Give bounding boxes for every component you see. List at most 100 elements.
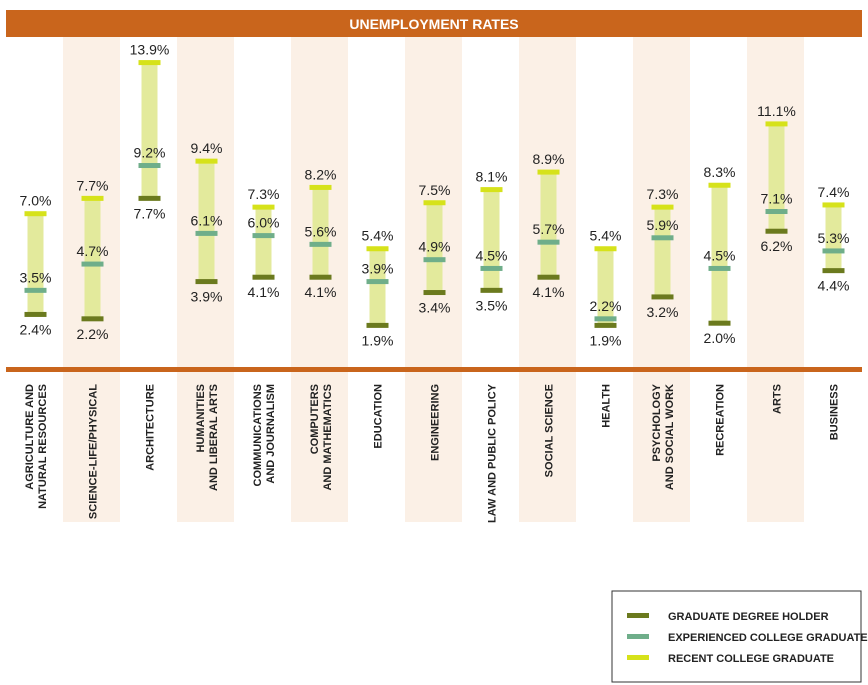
range-marks: 7.0% 3.5% 2.4% 7.7% 4.7% 2.2% 13.9% 9.2% 7.7% 9.4… <box>20 42 850 349</box>
legend-swatch <box>627 634 649 639</box>
column-stripe <box>177 372 234 522</box>
category-label: ARTS <box>772 384 784 414</box>
recent-graduate-label: 7.3% <box>647 186 679 202</box>
column-stripe <box>519 372 576 522</box>
column-stripe <box>291 372 348 522</box>
recent-graduate-label: 11.1% <box>757 103 796 119</box>
experienced-graduate-label: 3.9% <box>362 261 394 277</box>
recent-graduate-mark <box>309 184 332 190</box>
graduate-degree-label: 2.0% <box>704 330 736 346</box>
experienced-graduate-mark <box>309 241 332 247</box>
category-label: BUSINESS <box>829 384 841 440</box>
experienced-graduate-label: 3.5% <box>20 269 52 285</box>
experienced-graduate-mark <box>765 209 788 215</box>
recent-graduate-label: 7.0% <box>20 193 52 209</box>
experienced-graduate-label: 6.0% <box>248 215 280 231</box>
recent-graduate-mark <box>195 158 218 164</box>
graduate-degree-label: 2.4% <box>20 321 52 337</box>
recent-graduate-mark <box>423 200 446 206</box>
graduate-degree-mark <box>708 320 731 326</box>
range-bar <box>426 202 443 293</box>
category-label: HUMANITIES <box>195 384 207 452</box>
graduate-degree-label: 4.1% <box>533 284 565 300</box>
experienced-graduate-label: 4.5% <box>704 247 736 263</box>
category-label: SCIENCE-LIFE/PHYSICAL <box>88 384 100 519</box>
graduate-degree-mark <box>366 322 389 328</box>
graduate-degree-mark <box>252 274 275 280</box>
experienced-graduate-mark <box>252 233 275 239</box>
category-label: EDUCATION <box>373 384 385 449</box>
graduate-degree-mark <box>651 294 674 300</box>
graduate-degree-label: 4.1% <box>248 284 280 300</box>
graduate-degree-mark <box>537 274 560 280</box>
category-label: AND JOURNALISM <box>265 384 277 484</box>
legend-swatch <box>627 655 649 660</box>
column-stripe <box>633 37 690 367</box>
recent-graduate-mark <box>822 202 845 208</box>
graduate-degree-label: 3.4% <box>419 300 451 316</box>
category-label: COMMUNICATIONS <box>252 384 264 486</box>
category-label: NATURAL RESOURCES <box>37 384 49 509</box>
range-bar <box>255 207 272 278</box>
experienced-graduate-mark <box>24 287 47 293</box>
range-bar <box>369 248 386 326</box>
recent-graduate-label: 13.9% <box>130 42 170 58</box>
recent-graduate-label: 8.3% <box>704 164 736 180</box>
range-bar <box>27 213 44 315</box>
range-bar <box>312 187 329 278</box>
graduate-degree-label: 2.2% <box>77 326 109 342</box>
legend-box <box>611 590 862 683</box>
category-label: AGRICULTURE AND <box>24 384 36 490</box>
recent-graduate-label: 9.4% <box>191 140 223 156</box>
experienced-graduate-label: 4.7% <box>77 243 109 259</box>
range-bar <box>768 123 785 232</box>
graduate-degree-mark <box>480 287 503 293</box>
category-label: COMPUTERS <box>309 384 321 454</box>
graduate-degree-label: 7.7% <box>134 205 166 221</box>
graduate-degree-mark <box>423 290 446 296</box>
recent-graduate-mark <box>651 204 674 210</box>
legend: GRADUATE DEGREE HOLDER EXPERIENCED COLLEG… <box>611 590 868 683</box>
experienced-graduate-mark <box>480 265 503 271</box>
recent-graduate-mark <box>24 211 47 217</box>
recent-graduate-mark <box>594 246 617 252</box>
category-labels: AGRICULTURE AND NATURAL RESOURCES SCIENCE-… <box>24 383 841 523</box>
recent-graduate-label: 7.5% <box>419 182 451 198</box>
recent-graduate-mark <box>708 182 731 188</box>
graduate-degree-mark <box>24 311 47 317</box>
experienced-graduate-mark <box>594 316 617 322</box>
range-bar <box>654 207 671 297</box>
recent-graduate-label: 7.3% <box>248 186 280 202</box>
recent-graduate-label: 5.4% <box>362 228 394 244</box>
recent-graduate-mark <box>480 187 503 193</box>
range-bar <box>84 198 101 319</box>
recent-graduate-label: 8.1% <box>476 169 508 185</box>
column-stripe <box>405 372 462 522</box>
range-bar <box>711 185 728 324</box>
recent-graduate-label: 5.4% <box>590 228 622 244</box>
category-label: AND SOCIAL WORK <box>664 384 676 490</box>
column-stripe <box>63 372 120 522</box>
experienced-graduate-label: 5.6% <box>305 223 337 239</box>
experienced-graduate-label: 5.7% <box>533 221 565 237</box>
recent-graduate-mark <box>537 169 560 175</box>
experienced-graduate-mark <box>708 265 731 271</box>
experienced-graduate-label: 2.2% <box>590 298 622 314</box>
category-label: PSYCHOLOGY <box>651 383 663 461</box>
recent-graduate-mark <box>81 195 104 201</box>
category-label: ENGINEERING <box>430 384 442 461</box>
experienced-graduate-mark <box>138 163 161 169</box>
recent-graduate-label: 7.7% <box>77 177 109 193</box>
graduate-degree-mark <box>594 322 617 328</box>
legend-label: GRADUATE DEGREE HOLDER <box>668 611 829 623</box>
experienced-graduate-label: 9.2% <box>134 145 166 161</box>
recent-graduate-mark <box>138 60 161 66</box>
category-label: SOCIAL SCIENCE <box>544 384 556 477</box>
range-bar <box>825 204 842 271</box>
graduate-degree-mark <box>309 274 332 280</box>
category-label: AND LIBERAL ARTS <box>208 384 220 491</box>
chart-title: UNEMPLOYMENT RATES <box>349 16 518 32</box>
range-bar <box>141 62 158 199</box>
recent-graduate-label: 8.2% <box>305 166 337 182</box>
experienced-graduate-label: 6.1% <box>191 212 223 228</box>
